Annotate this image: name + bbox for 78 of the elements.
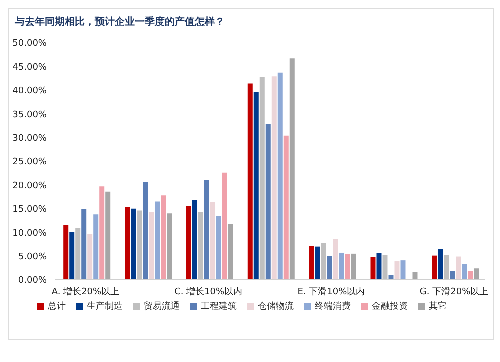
bar [266, 124, 271, 280]
bar [94, 214, 99, 280]
bar [254, 92, 259, 280]
y-tick-label: 30.00% [12, 134, 48, 144]
bar [438, 249, 444, 280]
bar [468, 270, 474, 280]
bar [376, 253, 382, 280]
y-tick-label: 25.00% [12, 158, 48, 168]
bar [64, 225, 69, 280]
bar [462, 264, 468, 280]
x-tick-label: A. 增长20%以上 [52, 286, 120, 298]
bar [248, 84, 253, 280]
y-tick-label: 15.00% [12, 205, 48, 216]
y-tick-label: 50.00% [12, 39, 48, 50]
bar [149, 212, 154, 280]
bar [192, 200, 198, 280]
bar [260, 77, 265, 280]
bar [186, 206, 192, 280]
y-tick-label: 45.00% [12, 62, 48, 73]
bar [88, 234, 93, 280]
bar [382, 255, 388, 280]
bar [456, 256, 462, 280]
legend-label: 工程建筑 [201, 302, 237, 312]
bar [309, 246, 314, 280]
bar [400, 260, 406, 280]
legend-label: 总计 [48, 302, 66, 312]
bar [315, 246, 320, 280]
bar [76, 228, 81, 280]
bar [321, 244, 326, 280]
bar [137, 210, 142, 280]
bar [161, 196, 166, 280]
chart-title: 与去年同期相比，预计企业一季度的产值怎样？ [15, 15, 225, 29]
bar [155, 202, 160, 280]
bar [278, 72, 283, 280]
legend-label: 其它 [429, 302, 447, 312]
bar [143, 182, 148, 280]
y-tick-label: 0.00% [18, 276, 48, 286]
bar [70, 232, 75, 280]
bar [333, 239, 338, 280]
y-tick-label: 10.00% [12, 228, 48, 239]
bar [198, 212, 204, 280]
legend-label: 仓储物流 [258, 302, 294, 312]
bar [131, 208, 136, 280]
legend-label: 贸易流通 [144, 302, 180, 312]
bar [272, 76, 277, 280]
bar [210, 202, 216, 280]
bar [351, 254, 356, 280]
x-tick-label: G. 下滑20%以上 [420, 286, 489, 298]
y-tick-label: 20.00% [12, 181, 48, 192]
bar [412, 272, 418, 280]
bar [345, 254, 350, 280]
bar [204, 180, 210, 280]
x-tick-label: C. 增长10%以内 [174, 286, 243, 298]
x-tick-label: E. 下滑10%以内 [298, 286, 366, 298]
bar [167, 214, 172, 280]
y-tick-label: 35.00% [12, 110, 48, 120]
bar [370, 257, 376, 280]
bar [394, 262, 400, 280]
bar [327, 256, 332, 280]
bar [284, 136, 289, 280]
bar [450, 271, 456, 280]
bar [339, 252, 344, 280]
bar [432, 256, 438, 280]
bar [106, 192, 111, 280]
y-tick-label: 5.00% [18, 252, 48, 262]
bar [444, 255, 450, 280]
legend-label: 金融投资 [372, 302, 408, 312]
legend-label: 终端消费 [315, 302, 351, 312]
bar [222, 172, 228, 280]
bar [228, 224, 234, 280]
bar [125, 207, 130, 280]
bar [216, 216, 222, 280]
y-tick-label: 40.00% [12, 86, 48, 97]
bar [474, 268, 480, 280]
legend-label: 生产制造 [87, 302, 123, 312]
bar [82, 209, 87, 280]
bar [100, 186, 105, 280]
bar [290, 58, 295, 280]
